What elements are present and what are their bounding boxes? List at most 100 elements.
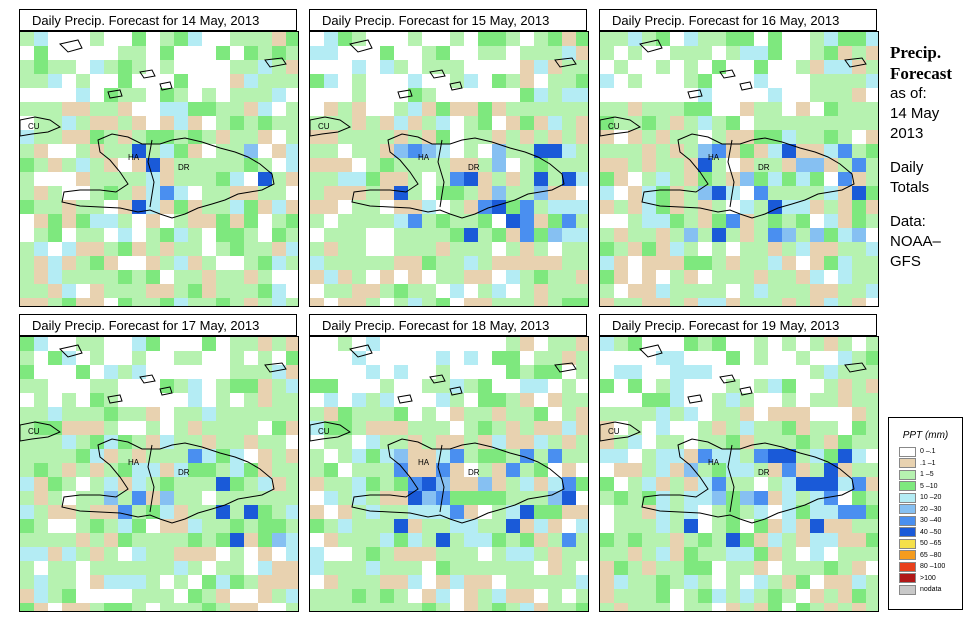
precip-cell	[20, 477, 34, 491]
precip-cell	[548, 533, 562, 547]
precip-cell	[712, 144, 726, 158]
precip-cell	[310, 32, 324, 46]
precip-cell	[310, 449, 324, 463]
precip-cell	[506, 116, 520, 130]
precip-cell	[534, 561, 548, 575]
precip-cell	[174, 46, 188, 60]
precip-cell	[478, 477, 492, 491]
precip-cell	[20, 533, 34, 547]
precip-cell	[726, 200, 740, 214]
precip-cell	[534, 589, 548, 603]
precip-cell	[286, 88, 298, 102]
precip-cell	[866, 561, 878, 575]
precip-cell	[838, 477, 852, 491]
precip-cell	[62, 491, 76, 505]
precip-cell	[838, 200, 852, 214]
precip-cell	[478, 172, 492, 186]
precip-cell	[548, 435, 562, 449]
precip-cell	[408, 547, 422, 561]
precip-cell	[492, 477, 506, 491]
precip-cell	[852, 575, 866, 589]
precip-cell	[216, 435, 230, 449]
precip-cell	[104, 144, 118, 158]
precip-cell	[272, 32, 286, 46]
precip-cell	[754, 186, 768, 200]
precip-cell	[492, 491, 506, 505]
precip-cell	[684, 102, 698, 116]
precip-cell	[132, 88, 146, 102]
precip-cell	[62, 270, 76, 284]
precip-cell	[754, 351, 768, 365]
precip-cell	[90, 242, 104, 256]
precip-cell	[352, 491, 366, 505]
precip-cell	[782, 519, 796, 533]
precip-cell	[90, 407, 104, 421]
precip-cell	[614, 379, 628, 393]
coastline	[139, 69, 156, 79]
precip-cell	[670, 74, 684, 88]
precip-cell	[160, 228, 174, 242]
precip-cell	[436, 242, 450, 256]
precip-cell	[104, 547, 118, 561]
precip-cell	[62, 407, 76, 421]
precip-cell	[202, 463, 216, 477]
precip-cell	[20, 505, 34, 519]
precip-cell	[478, 32, 492, 46]
precip-cell	[450, 421, 464, 435]
precip-cell	[230, 547, 244, 561]
precip-cell	[548, 32, 562, 46]
precip-cell	[366, 533, 380, 547]
precip-cell	[866, 379, 878, 393]
precip-cell	[62, 365, 76, 379]
precip-cell	[838, 270, 852, 284]
precip-cell	[614, 102, 628, 116]
precip-cell	[670, 547, 684, 561]
precip-cell	[506, 547, 520, 561]
precip-cell	[576, 116, 588, 130]
precip-cell	[492, 337, 506, 351]
precip-cell	[698, 158, 712, 172]
precip-cell	[450, 561, 464, 575]
precip-cell	[202, 547, 216, 561]
precip-cell	[492, 88, 506, 102]
precip-cell	[366, 547, 380, 561]
precip-cell	[118, 46, 132, 60]
precip-cell	[20, 337, 34, 351]
precip-cell	[534, 74, 548, 88]
precip-cell	[838, 435, 852, 449]
precip-cell	[174, 351, 188, 365]
precip-cell	[656, 298, 670, 306]
precip-cell	[796, 186, 810, 200]
coastline	[20, 116, 62, 137]
precip-cell	[408, 186, 422, 200]
precip-cell	[174, 74, 188, 88]
precip-cell	[740, 158, 754, 172]
precip-cell	[600, 60, 614, 74]
precip-cell	[104, 519, 118, 533]
precip-cell	[824, 242, 838, 256]
precip-cell	[394, 519, 408, 533]
precip-cell	[464, 421, 478, 435]
precip-cell	[258, 575, 272, 589]
precip-cell	[866, 477, 878, 491]
precip-cell	[202, 491, 216, 505]
precip-cell	[132, 130, 146, 144]
precip-cell	[656, 337, 670, 351]
precip-cell	[600, 351, 614, 365]
precip-cell	[394, 74, 408, 88]
precip-cell	[258, 365, 272, 379]
precip-cell	[436, 284, 450, 298]
precip-cell	[104, 228, 118, 242]
precip-cell	[272, 186, 286, 200]
precip-cell	[506, 519, 520, 533]
precip-cell	[380, 298, 394, 306]
precip-cell	[534, 186, 548, 200]
precip-cell	[478, 256, 492, 270]
precip-cell	[324, 116, 338, 130]
precip-cell	[366, 505, 380, 519]
precip-cell	[796, 242, 810, 256]
precip-cell	[684, 463, 698, 477]
precip-cell	[656, 158, 670, 172]
precip-cell	[104, 477, 118, 491]
precip-cell	[642, 533, 656, 547]
